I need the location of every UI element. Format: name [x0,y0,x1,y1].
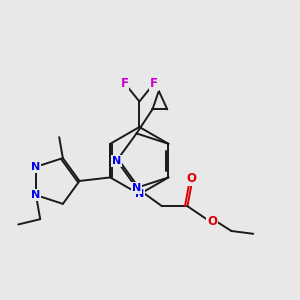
Text: N: N [31,190,40,200]
Text: N: N [132,183,141,193]
Text: N: N [31,162,40,172]
Text: F: F [150,76,158,90]
Text: F: F [121,76,128,90]
Text: O: O [207,214,217,228]
Text: O: O [187,172,197,185]
Text: N: N [135,189,144,199]
Text: N: N [112,156,122,166]
